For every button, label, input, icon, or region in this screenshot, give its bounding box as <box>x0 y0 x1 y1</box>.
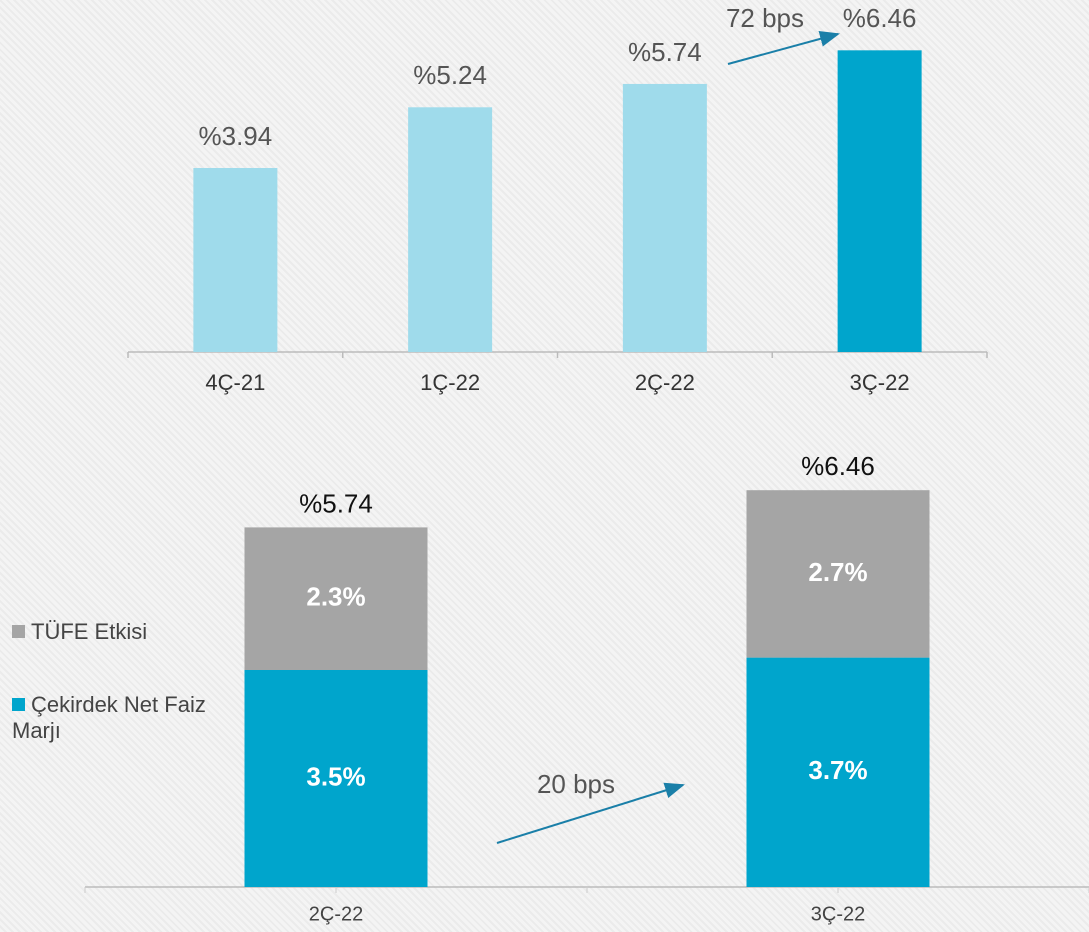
x-tick-label: 2Ç-22 <box>635 370 695 395</box>
total-label: %6.46 <box>801 451 875 481</box>
legend-label: Çekirdek Net Faiz Marjı <box>12 692 206 743</box>
x-tick-label: 1Ç-22 <box>420 370 480 395</box>
legend-swatch <box>12 625 25 638</box>
legend-item: TÜFE Etkisi <box>12 619 242 645</box>
value-label: %5.24 <box>413 60 487 90</box>
bar-segment <box>746 657 930 887</box>
bar-segment <box>746 490 930 658</box>
legend-swatch <box>12 698 25 711</box>
x-tick-label: 3Ç-22 <box>811 903 865 925</box>
segment-label: 2.7% <box>808 557 867 587</box>
bar-segment <box>244 527 428 670</box>
value-label: %6.46 <box>843 3 917 33</box>
value-label: %5.74 <box>628 37 702 67</box>
segment-label: 3.5% <box>306 761 365 791</box>
total-label: %5.74 <box>299 488 373 518</box>
annotation: 20 bps <box>537 769 615 799</box>
x-tick-label: 2Ç-22 <box>309 903 363 925</box>
x-tick-label: 3Ç-22 <box>850 370 910 395</box>
legend-item: Çekirdek Net Faiz Marjı <box>12 692 242 744</box>
bar-segment <box>244 670 428 887</box>
segment-label: 3.7% <box>808 755 867 785</box>
bar <box>193 168 278 352</box>
x-tick-label: 4Ç-21 <box>205 370 265 395</box>
arrow <box>727 31 840 65</box>
legend-label: TÜFE Etkisi <box>31 619 148 644</box>
bar <box>408 107 493 353</box>
value-label: %3.94 <box>199 121 273 151</box>
segment-label: 2.3% <box>306 582 365 612</box>
bar <box>622 83 707 352</box>
bar <box>837 50 922 353</box>
arrow <box>496 782 685 844</box>
annotation: 72 bps <box>726 3 804 33</box>
